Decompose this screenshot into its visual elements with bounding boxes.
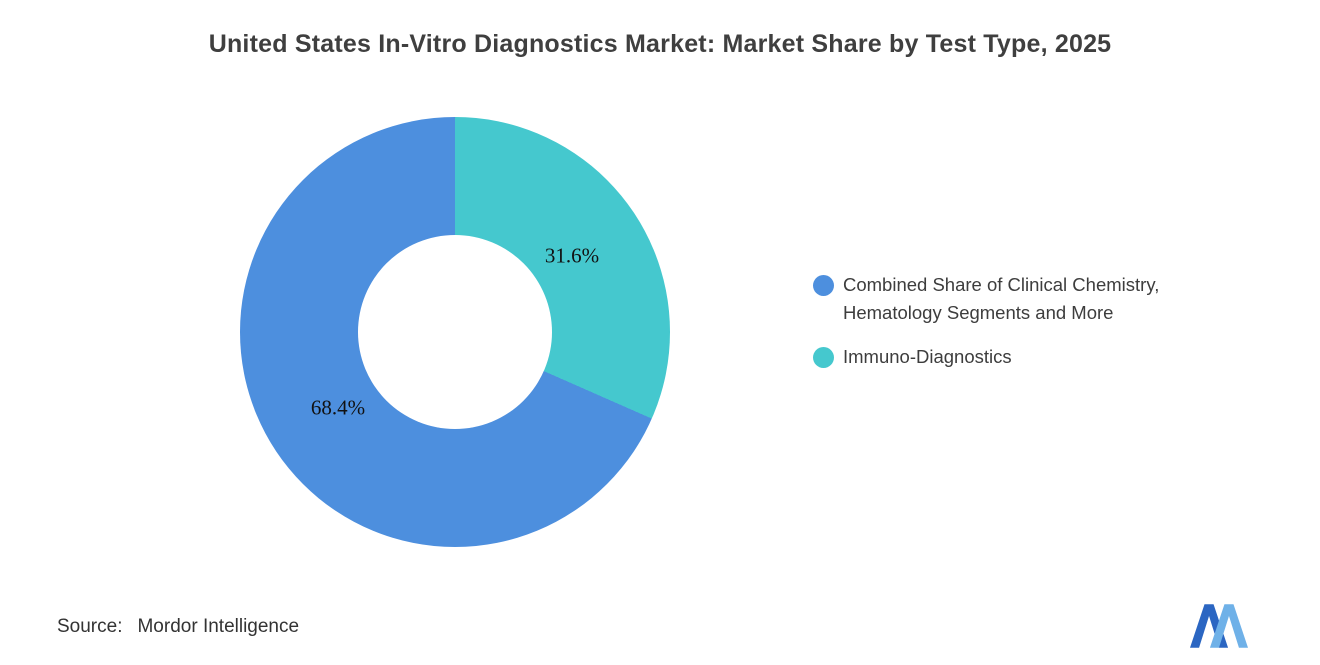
mordor-intelligence-logo xyxy=(1190,604,1248,648)
donut-hole xyxy=(358,235,552,429)
source-label: Source: xyxy=(57,616,123,637)
legend-swatch-teal xyxy=(813,347,834,368)
chart-title: United States In-Vitro Diagnostics Marke… xyxy=(208,30,1112,58)
legend-swatch-blue xyxy=(813,275,834,296)
legend-label: Immuno-Diagnostics xyxy=(843,343,1012,371)
legend-item-immuno-diagnostics: Immuno-Diagnostics xyxy=(813,343,1159,371)
legend-label-line1: Immuno-Diagnostics xyxy=(843,346,1012,367)
legend-label-line2: Hematology Segments and More xyxy=(843,302,1114,323)
donut-chart: 31.6% 68.4% xyxy=(240,117,670,547)
source-row: Source: Mordor Intelligence xyxy=(57,616,299,638)
chart-legend: Combined Share of Clinical Chemistry, He… xyxy=(813,271,1159,371)
legend-label: Combined Share of Clinical Chemistry, He… xyxy=(843,271,1159,327)
slice-data-label: 31.6% xyxy=(544,243,600,268)
legend-label-line1: Combined Share of Clinical Chemistry, xyxy=(843,274,1160,295)
slice-data-label: 68.4% xyxy=(310,395,366,420)
source-value: Mordor Intelligence xyxy=(137,616,300,637)
legend-item-combined-share: Combined Share of Clinical Chemistry, He… xyxy=(813,271,1159,327)
